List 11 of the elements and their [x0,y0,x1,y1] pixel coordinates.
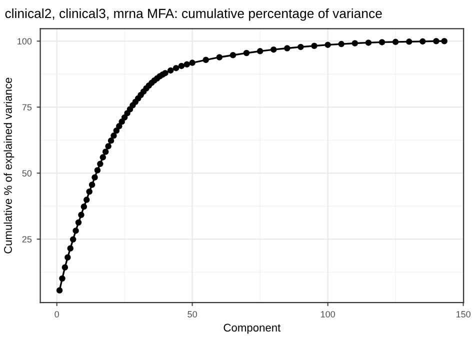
x-tick-label: 100 [320,311,335,318]
x-tick-label: 50 [188,311,197,318]
y-tick-label: 100 [18,38,32,44]
y-axis-title: Cumulative % of explained variance [4,78,14,254]
x-tick-label: 0 [54,311,59,318]
y-tick-label: 75 [22,104,32,110]
x-tick-label: 150 [456,311,470,318]
y-tick-label: 25 [22,236,32,243]
x-axis-title: Component [224,324,281,334]
y-tick-label: 50 [22,170,32,177]
chart-title: clinical2, clinical3, mrna MFA: cumulative percentage of variance [5,8,382,21]
